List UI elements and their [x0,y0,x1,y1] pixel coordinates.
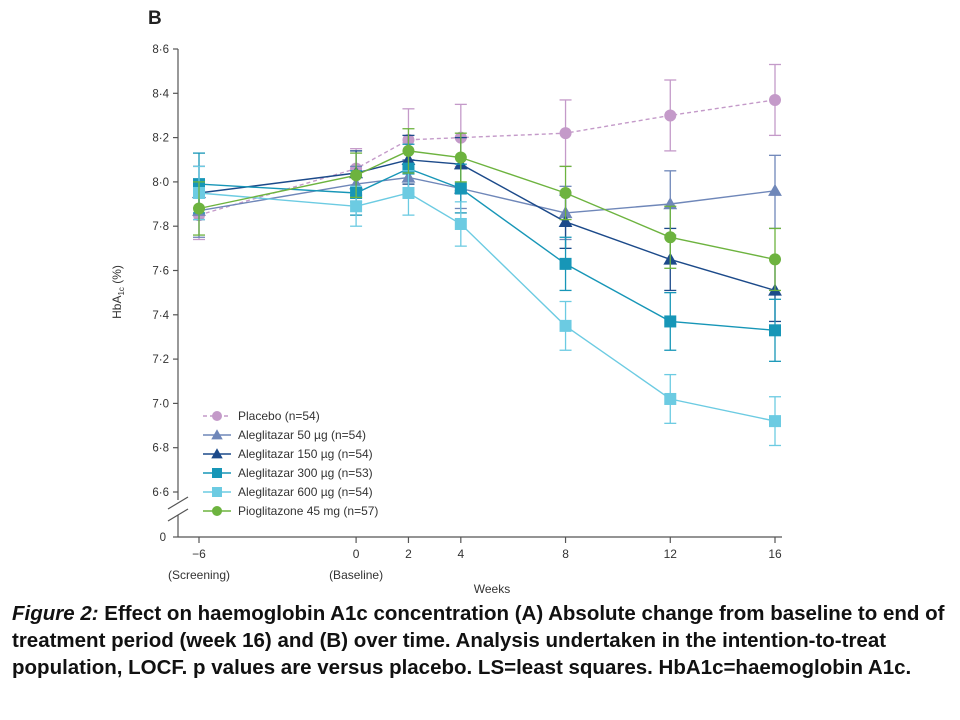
data-point [558,214,573,227]
data-point [559,127,572,140]
legend-label: Placebo (n=54) [238,409,320,423]
x-tick-label: 0 [353,547,360,561]
x-tick-label: 16 [768,547,782,561]
panel-label: B [148,8,162,29]
x-tick-label: 12 [664,547,678,561]
caption-lead: Figure 2: [12,602,99,625]
y-tick-label: 7·4 [152,310,169,322]
y-tick-label: 8·4 [152,88,169,100]
series-group [193,128,781,292]
chart-legend: Placebo (n=54) Aleglitazar 50 µg (n=54) Al… [203,409,378,518]
x-tick-label: 8 [562,547,569,561]
data-point [664,315,677,328]
data-point [769,253,781,266]
data-point [769,324,781,337]
series-group [192,154,782,241]
chart-series [192,63,782,447]
data-point [211,429,223,440]
y-axis-label: HbA1c (%) [110,265,126,319]
data-point [769,93,781,106]
data-point [212,411,222,421]
hba1c-line-chart: 8·6 8·4 8·2 8·0 7·8 7·6 7·4 7·2 7·0 6·8 6·6 0 HbA1c … [110,44,782,596]
y-tick-label: 6·6 [152,487,169,499]
y-tick-label: 7·8 [152,221,169,233]
y-tick-label: 6·8 [152,443,169,455]
series-group [192,134,782,323]
legend-label: Aleglitazar 150 µg (n=54) [238,447,373,461]
data-point [212,506,222,516]
data-point [212,468,222,478]
y-tick-label: 7·2 [152,354,169,366]
y-tick-label: 8·0 [152,177,169,189]
series-line [198,99,776,216]
data-point [664,392,677,405]
axis-break-mark [167,496,189,510]
data-point [454,217,467,230]
legend-label: Aleglitazar 50 µg (n=54) [238,428,366,442]
caption-text: Effect on haemoglobin A1c concentration … [12,602,945,679]
data-point [559,319,572,332]
data-point [768,183,782,196]
y-tick-label: 0 [160,532,166,544]
chart-axes: 8·6 8·4 8·2 8·0 7·8 7·6 7·4 7·2 7·0 6·8 6·6 0 HbA1c … [110,44,782,596]
series-line [198,159,776,292]
series-group [193,143,781,362]
x-tick-sublabel: (Screening) [168,568,230,582]
x-axis-label: Weeks [474,582,510,596]
data-point [350,200,363,213]
x-tick-sublabel: (Baseline) [329,568,383,582]
data-point [559,186,572,199]
series-group [193,165,781,447]
data-point [664,109,677,122]
legend-label: Pioglitazone 45 mg (n=57) [238,504,378,518]
data-point [454,182,467,195]
data-point [559,257,572,270]
series-line [198,192,776,422]
data-point [402,186,415,199]
figure-caption: Figure 2: Effect on haemoglobin A1c conc… [12,600,956,681]
data-point [193,202,205,215]
data-point [211,448,223,459]
series-group [193,63,781,241]
legend-label: Aleglitazar 600 µg (n=54) [238,485,373,499]
data-point [664,231,677,244]
axis-break-mark [167,508,189,522]
data-point [212,487,222,497]
y-tick-label: 8·6 [152,44,169,56]
data-point [454,151,467,164]
y-tick-label: 7·6 [152,266,169,278]
y-tick-label: 7·0 [152,398,169,410]
series-line [198,150,776,261]
x-tick-label: 4 [457,547,464,561]
x-tick-label: 2 [405,547,412,561]
legend-label: Aleglitazar 300 µg (n=53) [238,466,373,480]
y-tick-label: 8·2 [152,133,169,145]
data-point [402,144,415,157]
x-tick-label: −6 [192,547,206,561]
data-point [350,169,363,182]
data-point [769,415,781,428]
